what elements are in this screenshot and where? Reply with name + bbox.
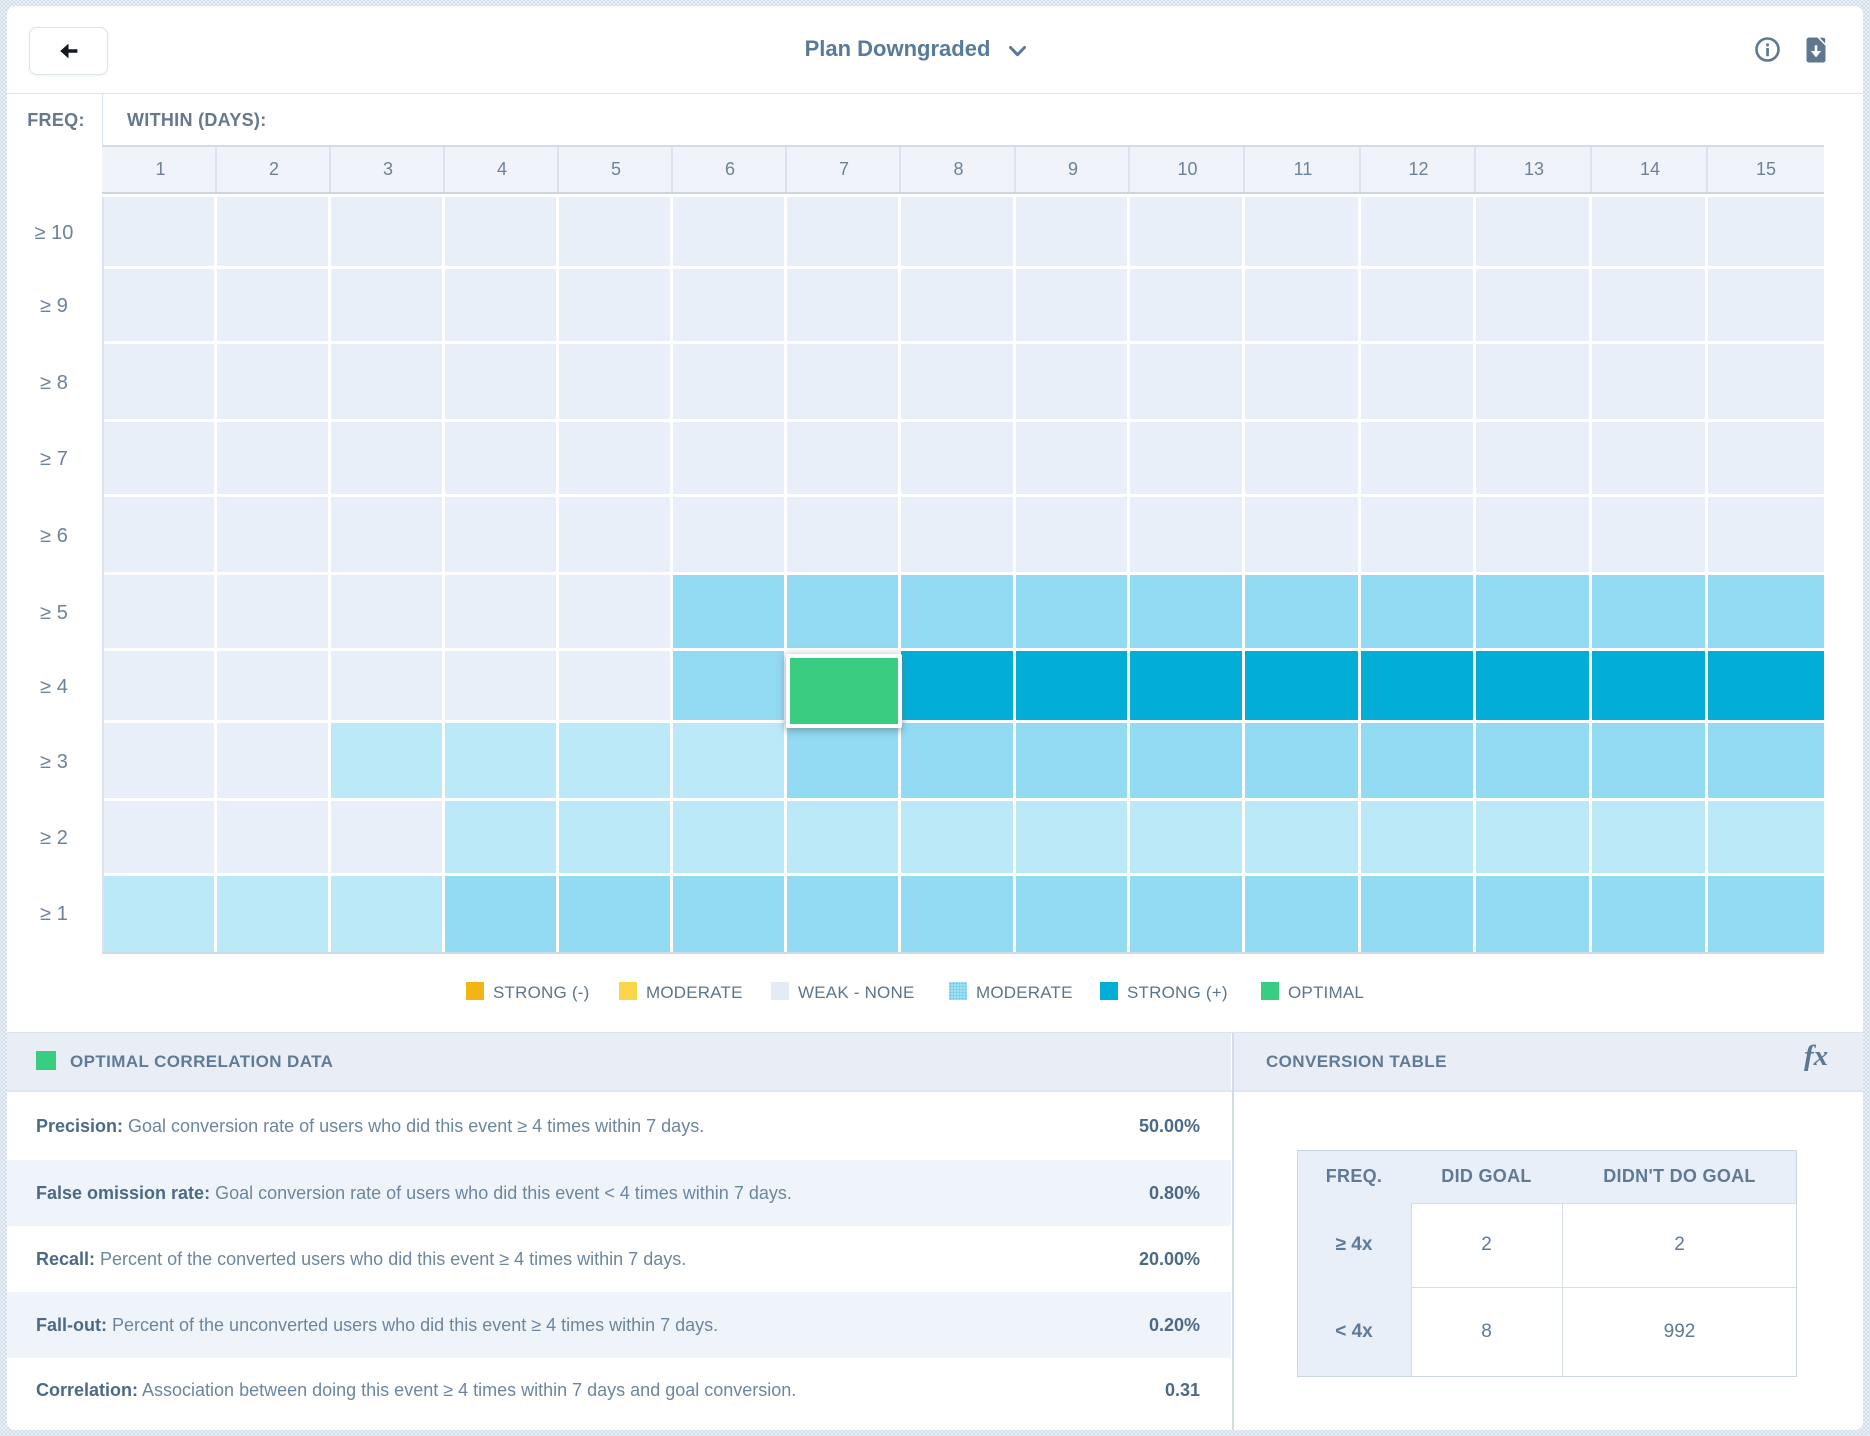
svg-text:fx: fx (1804, 1040, 1828, 1072)
